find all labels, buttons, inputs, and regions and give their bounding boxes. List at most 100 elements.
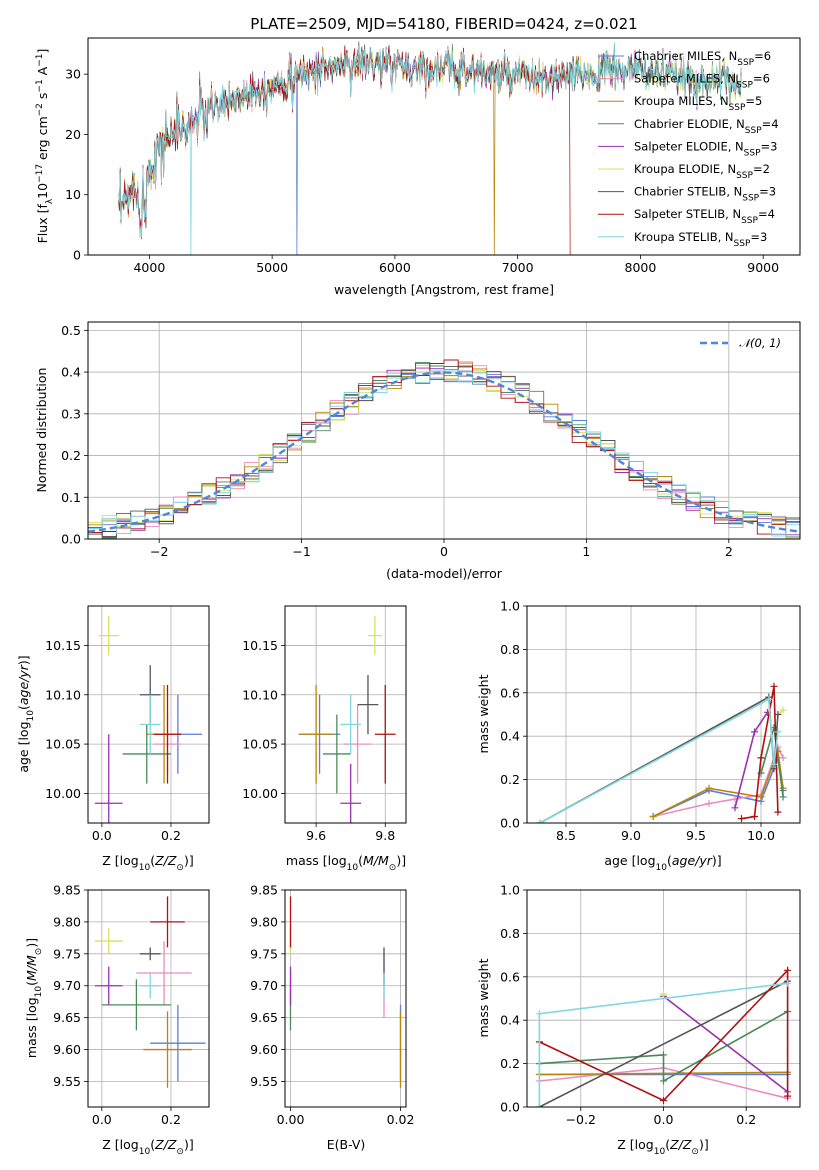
axes-frame: [87, 37, 801, 256]
errorbar-point: [94, 928, 123, 954]
x-tick-label: 0.2: [161, 828, 181, 843]
x-tick-label: 7000: [502, 260, 534, 275]
y-tick-label: 9.65: [53, 1010, 81, 1025]
errorbar-point: [367, 615, 382, 656]
legend-label: Salpeter ELODIE, NSSP=3: [634, 139, 777, 158]
y-tick-label: 0.0: [500, 1100, 520, 1115]
weight-marker: [660, 1077, 667, 1085]
legend-label: Kroupa STELIB, NSSP=3: [634, 230, 767, 249]
errorbar-point: [150, 1004, 206, 1082]
x-tick-label: 10.0: [747, 828, 775, 843]
y-tick-label: 9.55: [250, 1074, 278, 1089]
x-tick-label: 0: [440, 544, 448, 559]
x-tick-label: 0.0: [92, 1112, 112, 1127]
weight-marker: [660, 990, 667, 998]
x-tick-label: 5000: [256, 260, 288, 275]
y-tick-label: 0.6: [500, 685, 520, 700]
y-tick-label: 0.4: [500, 729, 520, 744]
legend-label: Kroupa MILES, NSSP=5: [634, 94, 762, 113]
histogram-8: [88, 369, 800, 537]
x-tick-label: 0.02: [387, 1112, 415, 1127]
y-tick-label: 10.00: [242, 786, 278, 801]
weight-marker: [784, 979, 792, 987]
y-tick-label: 10.00: [45, 786, 81, 801]
plot-area: [94, 615, 203, 823]
errorbar-point: [298, 684, 334, 784]
x-axis-label: Z [log10(Z/Z⊙)]: [102, 1137, 193, 1157]
weight-marker: [770, 682, 778, 690]
weight-line-8: [539, 698, 779, 823]
x-tick-label: 9.8: [375, 828, 395, 843]
x-axis-label: wavelength [Angstrom, rest frame]: [334, 282, 554, 297]
axes-frame: [87, 889, 210, 1108]
y-tick-label: 0.4: [500, 1013, 520, 1028]
plot-area: [535, 966, 792, 1107]
x-tick-label: 9.0: [621, 828, 641, 843]
y-tick-label: 9.85: [53, 883, 81, 898]
x-tick-label: 0.2: [161, 1112, 181, 1127]
axes-frame: [526, 605, 801, 824]
spectrum-line-8: [118, 41, 742, 255]
errorbar-point: [150, 896, 185, 948]
x-tick-label: 4000: [133, 260, 165, 275]
x-tick-label: 0.0: [654, 1112, 674, 1127]
y-tick-label: 10.10: [45, 687, 81, 702]
plot-area: [118, 41, 742, 255]
errorbar-point: [357, 675, 379, 735]
axes-frame: [87, 321, 801, 540]
x-tick-label: 8.5: [556, 828, 576, 843]
y-tick-label: 10.05: [242, 737, 278, 752]
errorbar-point: [94, 734, 123, 823]
chart-title: PLATE=2509, MJD=54180, FIBERID=0424, z=0…: [250, 15, 637, 33]
x-axis-label: (data-model)/error: [386, 566, 503, 581]
x-tick-label: −1: [292, 544, 310, 559]
y-tick-label: 10.10: [242, 687, 278, 702]
weight-marker: [660, 1096, 667, 1104]
y-tick-label: 0.2: [61, 448, 81, 463]
x-tick-label: 9.5: [686, 828, 706, 843]
x-tick-label: 6000: [379, 260, 411, 275]
weight-line-1: [652, 744, 784, 818]
x-tick-label: 9000: [747, 260, 779, 275]
weight-line-4: [663, 995, 789, 1093]
x-tick-label: 0.2: [736, 1112, 756, 1127]
weight-marker: [770, 760, 778, 768]
axes-1: −2 −1 0 1 2 0.0 0.1 0.2 0.3 0.4 0.5: [61, 321, 801, 559]
weight-marker: [779, 793, 787, 801]
axes-3: 9.6 9.8 10.00 10.05 10.10 10.15: [242, 605, 407, 843]
y-tick-label: 0.2: [500, 1056, 520, 1071]
y-tick-label: 0.3: [61, 406, 81, 421]
y-tick-label: 9.60: [250, 1042, 278, 1057]
axes-frame: [284, 889, 407, 1108]
weight-line-6: [539, 980, 788, 1107]
weight-marker: [535, 1010, 543, 1018]
errorbar-point: [340, 763, 362, 823]
y-tick-label: 0.2: [500, 772, 520, 787]
errorbar-point: [101, 979, 171, 1031]
legend-label: Chabrier STELIB, NSSP=3: [634, 185, 776, 204]
errorbar-point: [139, 972, 161, 999]
y-tick-label: 1.0: [500, 599, 520, 614]
weight-line-5: [777, 709, 784, 716]
y-tick-label: 10.15: [242, 638, 278, 653]
weight-marker: [705, 784, 713, 792]
x-tick-label: −0.2: [566, 1112, 596, 1127]
errorbar-point: [139, 947, 161, 961]
weight-marker: [757, 754, 765, 762]
y-tick-label: 9.80: [250, 914, 278, 929]
weight-marker: [774, 808, 782, 816]
y-tick-label: 9.55: [53, 1074, 81, 1089]
y-axis-label: Flux [fλ10−17 erg cm−2 s−1 A−1]: [35, 49, 55, 244]
y-tick-label: 0: [73, 248, 81, 263]
y-tick-label: 0.0: [61, 532, 81, 547]
y-axis-label: mass weight: [476, 958, 491, 1037]
errorbar-point: [323, 714, 351, 794]
axes-2: 0.0 0.2 10.00 10.05 10.10 10.15: [45, 605, 210, 843]
y-tick-label: 0.4: [61, 365, 81, 380]
legend-label: 𝒩(0, 1): [739, 336, 781, 350]
errorbar-point: [139, 694, 161, 754]
y-tick-label: 30: [65, 67, 81, 82]
axes-4: 8.5 9.0 9.5 10.0 0.0 0.2 0.4 0.6 0.8 1.0: [500, 599, 801, 843]
spectrum-line-7: [118, 45, 571, 255]
plot-area: [298, 615, 396, 823]
